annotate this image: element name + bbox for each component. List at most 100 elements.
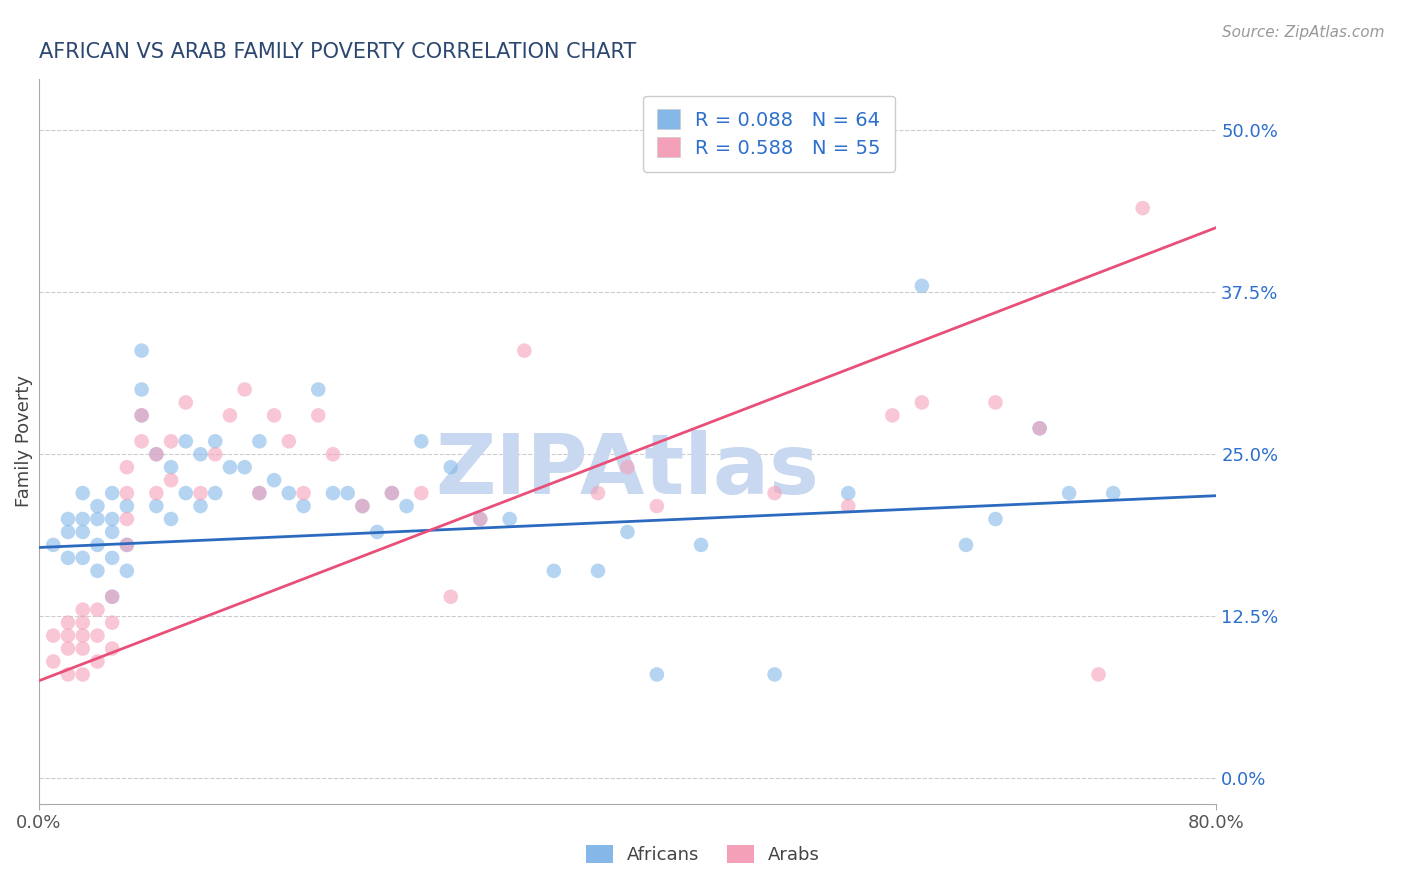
Point [56,641,79,656]
Point [1087,667,1109,681]
Point [42,538,65,552]
Point [233,460,256,475]
Point [984,395,1007,409]
Point [513,343,536,358]
Point [101,524,124,539]
Point [56,615,79,630]
Point [101,512,124,526]
Point [307,409,329,423]
Point [56,524,79,539]
Point [498,512,520,526]
Point [911,278,934,293]
Point [72,486,94,500]
Point [381,486,404,500]
Point [56,512,79,526]
Point [72,550,94,565]
Text: ZIPAtlas: ZIPAtlas [436,430,820,511]
Point [101,641,124,656]
Point [86,512,108,526]
Point [470,512,492,526]
Point [411,434,433,449]
Point [247,486,270,500]
Point [56,550,79,565]
Point [277,434,299,449]
Point [86,499,108,513]
Point [145,447,167,461]
Point [131,383,153,397]
Point [911,395,934,409]
Point [1028,421,1050,435]
Point [145,447,167,461]
Point [86,538,108,552]
Point [72,512,94,526]
Point [72,667,94,681]
Point [131,409,153,423]
Point [115,564,138,578]
Point [984,512,1007,526]
Point [174,395,197,409]
Point [247,434,270,449]
Point [645,667,668,681]
Point [219,460,242,475]
Point [115,486,138,500]
Point [837,499,859,513]
Point [42,629,65,643]
Point [366,524,388,539]
Point [204,486,226,500]
Point [1057,486,1080,500]
Point [115,460,138,475]
Point [247,486,270,500]
Point [131,343,153,358]
Point [72,629,94,643]
Text: AFRICAN VS ARAB FAMILY POVERTY CORRELATION CHART: AFRICAN VS ARAB FAMILY POVERTY CORRELATI… [38,42,636,62]
Point [160,460,183,475]
Point [616,460,638,475]
Point [190,499,212,513]
Point [381,486,404,500]
Point [101,550,124,565]
Point [616,524,638,539]
Point [115,499,138,513]
Point [233,383,256,397]
Point [115,538,138,552]
Point [115,538,138,552]
Point [292,499,315,513]
Point [174,434,197,449]
Y-axis label: Family Poverty: Family Poverty [15,376,32,508]
Point [101,615,124,630]
Point [160,512,183,526]
Point [837,486,859,500]
Point [72,615,94,630]
Point [145,499,167,513]
Point [72,524,94,539]
Point [190,486,212,500]
Point [336,486,359,500]
Point [160,473,183,487]
Point [86,603,108,617]
Point [763,667,786,681]
Point [160,434,183,449]
Point [204,434,226,449]
Point [263,473,285,487]
Point [440,590,463,604]
Point [131,434,153,449]
Point [174,486,197,500]
Point [101,590,124,604]
Point [101,590,124,604]
Point [322,486,344,500]
Point [219,409,242,423]
Point [1132,201,1154,215]
Point [882,409,904,423]
Point [131,409,153,423]
Point [277,486,299,500]
Point [86,629,108,643]
Point [955,538,977,552]
Text: Source: ZipAtlas.com: Source: ZipAtlas.com [1222,25,1385,40]
Point [543,564,565,578]
Legend: R = 0.088   N = 64, R = 0.588   N = 55: R = 0.088 N = 64, R = 0.588 N = 55 [643,95,894,171]
Point [56,667,79,681]
Point [440,460,463,475]
Point [322,447,344,461]
Point [292,486,315,500]
Point [204,447,226,461]
